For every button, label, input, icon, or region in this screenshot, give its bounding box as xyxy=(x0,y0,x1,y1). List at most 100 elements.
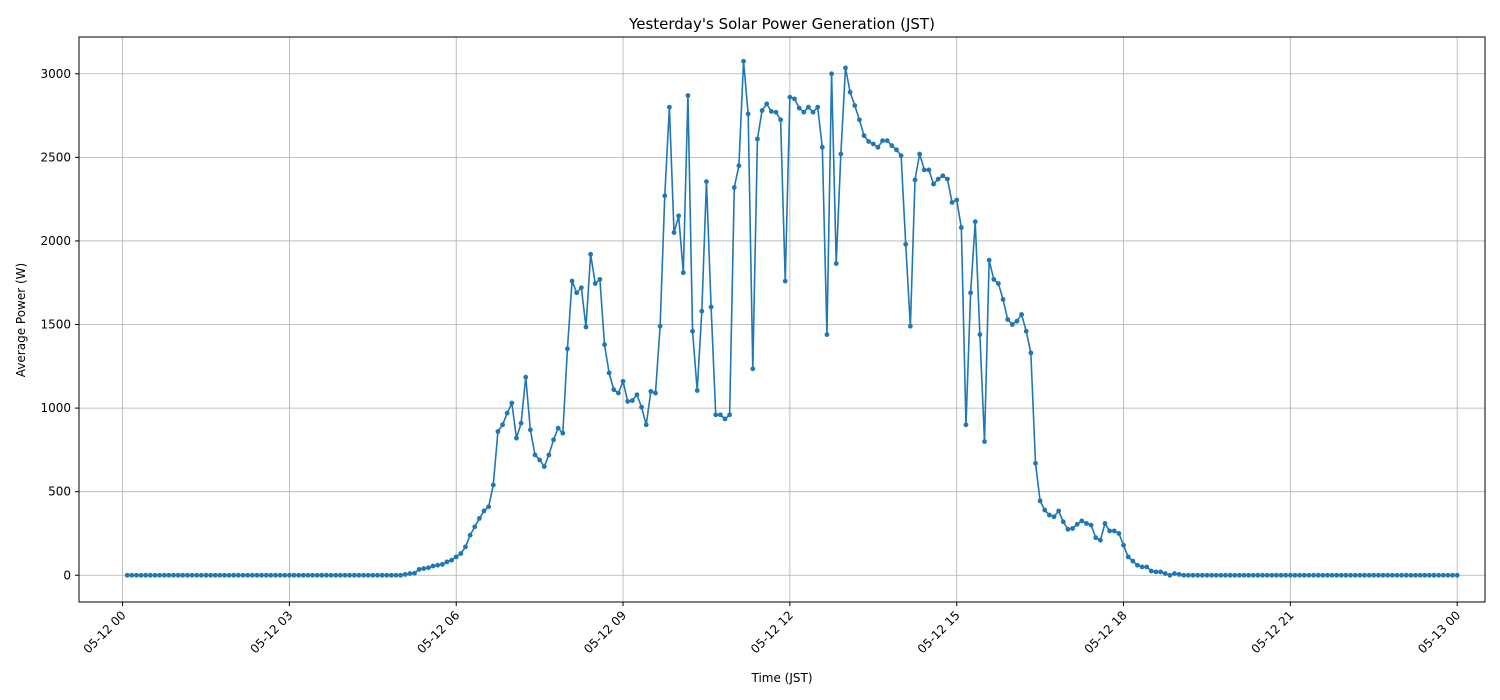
data-point xyxy=(152,572,158,578)
data-point xyxy=(889,143,895,149)
data-point xyxy=(1079,518,1085,524)
data-point xyxy=(1292,572,1298,578)
data-point xyxy=(1209,572,1214,578)
data-point xyxy=(1445,572,1451,578)
data-point xyxy=(231,572,237,578)
x-tick-label: 05-12 18 xyxy=(1082,608,1130,656)
data-point xyxy=(680,270,686,276)
data-point xyxy=(912,177,918,183)
data-point xyxy=(198,572,204,578)
data-point xyxy=(898,153,904,159)
data-point xyxy=(194,572,200,578)
data-point xyxy=(917,151,923,157)
data-point xyxy=(514,435,519,441)
data-point xyxy=(852,103,858,108)
data-point xyxy=(810,109,816,115)
data-point xyxy=(347,572,353,578)
data-point xyxy=(750,366,756,372)
data-point xyxy=(1241,572,1247,578)
data-point xyxy=(495,429,501,434)
data-point xyxy=(945,176,950,182)
data-point xyxy=(1371,572,1377,578)
data-point xyxy=(416,567,422,572)
data-point xyxy=(546,452,552,458)
data-point xyxy=(1413,572,1418,578)
data-point xyxy=(722,416,728,422)
data-point xyxy=(375,572,380,578)
data-point xyxy=(829,71,834,77)
plot-frame xyxy=(78,36,1486,603)
data-point xyxy=(676,213,682,219)
series-line xyxy=(127,60,1458,577)
data-point xyxy=(717,412,723,418)
data-point xyxy=(1033,460,1038,466)
data-point xyxy=(500,422,505,428)
data-point xyxy=(143,572,149,578)
data-point xyxy=(806,104,811,110)
data-point xyxy=(958,225,964,230)
data-point xyxy=(963,422,969,428)
data-point xyxy=(578,285,584,291)
data-point xyxy=(847,89,853,95)
data-point xyxy=(134,572,139,578)
data-point xyxy=(1311,572,1316,578)
data-point xyxy=(504,410,510,416)
data-point xyxy=(685,93,691,98)
data-point xyxy=(824,332,830,337)
data-point xyxy=(1065,526,1071,532)
data-point xyxy=(1315,572,1321,578)
data-point xyxy=(1125,554,1131,560)
data-point xyxy=(319,572,325,578)
data-point xyxy=(351,572,357,578)
data-point xyxy=(778,117,784,123)
data-point xyxy=(1162,571,1168,576)
data-point xyxy=(453,554,459,560)
data-point xyxy=(741,58,746,64)
data-point xyxy=(259,572,264,578)
data-point xyxy=(1023,328,1029,334)
data-point xyxy=(843,65,848,71)
chart-title: Yesterday's Solar Power Generation (JST) xyxy=(628,15,935,33)
data-point xyxy=(175,572,181,578)
data-point xyxy=(954,197,960,203)
data-point xyxy=(773,109,779,115)
data-point xyxy=(1005,317,1011,322)
data-point xyxy=(398,572,404,578)
data-point xyxy=(1070,526,1075,531)
y-tick-label: 0 xyxy=(63,568,71,582)
data-point xyxy=(203,572,209,578)
data-point xyxy=(1172,571,1177,576)
data-point xyxy=(407,571,413,576)
data-point xyxy=(1195,572,1201,578)
data-point xyxy=(467,532,473,538)
data-point xyxy=(486,504,492,510)
data-point xyxy=(1357,572,1363,578)
data-point xyxy=(1028,350,1034,356)
data-point xyxy=(1394,572,1400,578)
data-point xyxy=(1223,572,1228,578)
data-point xyxy=(1107,528,1113,534)
data-point xyxy=(463,544,468,550)
data-point xyxy=(1218,572,1224,578)
data-point xyxy=(490,482,496,488)
data-point xyxy=(439,561,445,567)
data-point xyxy=(1153,569,1159,575)
data-point xyxy=(894,147,899,153)
data-point xyxy=(449,557,454,563)
data-point xyxy=(861,133,867,139)
data-point xyxy=(620,378,626,384)
data-point xyxy=(662,193,668,199)
x-tick-label: 05-13 00 xyxy=(1415,608,1463,656)
data-point xyxy=(161,572,167,578)
data-point xyxy=(903,241,909,247)
data-point xyxy=(1338,572,1344,578)
data-point xyxy=(1422,572,1428,578)
data-point xyxy=(1186,572,1191,578)
data-point xyxy=(588,251,594,257)
data-point xyxy=(245,572,251,578)
data-point xyxy=(166,572,172,578)
data-point xyxy=(764,101,770,107)
data-point xyxy=(833,261,839,266)
data-point xyxy=(574,290,580,296)
data-point xyxy=(518,420,524,426)
